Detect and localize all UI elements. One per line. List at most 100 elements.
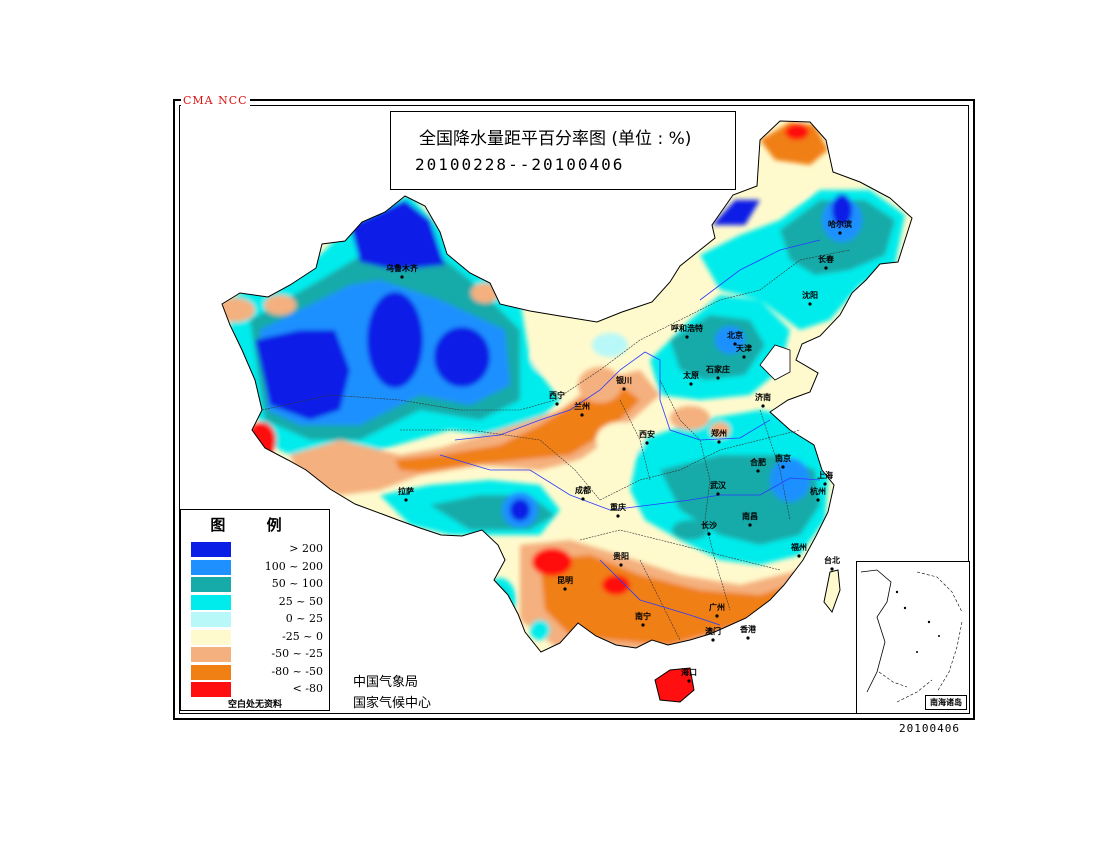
city-dot bbox=[742, 355, 746, 359]
city-label: 广州 bbox=[709, 602, 725, 612]
rivers bbox=[439, 239, 821, 626]
taiwan-island bbox=[823, 569, 841, 614]
city-label: 乌鲁木齐 bbox=[386, 263, 419, 273]
legend-swatch bbox=[191, 664, 231, 680]
city-dot bbox=[555, 402, 559, 406]
city-dot bbox=[823, 482, 827, 486]
city-label: 海口 bbox=[681, 667, 697, 677]
city-label: 西安 bbox=[639, 429, 655, 439]
city-label: 西宁 bbox=[549, 390, 565, 400]
city-dot bbox=[797, 554, 801, 558]
city-marker: 西宁 bbox=[549, 390, 565, 406]
city-dot bbox=[716, 492, 720, 496]
city-dot bbox=[616, 514, 620, 518]
city-label: 长沙 bbox=[701, 520, 717, 530]
city-label: 哈尔滨 bbox=[828, 219, 852, 229]
city-dot bbox=[707, 532, 711, 536]
city-label: 石家庄 bbox=[705, 364, 730, 374]
city-label: 北京 bbox=[727, 330, 743, 340]
city-marker: 北京 bbox=[727, 330, 743, 346]
city-marker: 成都 bbox=[575, 485, 591, 501]
city-marker: 郑州 bbox=[711, 428, 727, 444]
city-label: 贵阳 bbox=[613, 551, 629, 561]
city-marker: 天津 bbox=[736, 343, 752, 359]
city-marker: 香港 bbox=[739, 624, 757, 640]
map-title: 全国降水量距平百分率图 (单位 : %) bbox=[419, 129, 692, 149]
city-label: 上海 bbox=[817, 470, 833, 480]
city-dot bbox=[746, 636, 750, 640]
city-label: 南昌 bbox=[742, 511, 758, 521]
city-dot bbox=[733, 342, 737, 346]
legend-row: 50 ~ 100 bbox=[191, 577, 323, 593]
city-label: 重庆 bbox=[610, 502, 626, 512]
city-marker: 哈尔滨 bbox=[828, 219, 852, 235]
province-boundaries bbox=[261, 249, 851, 641]
city-marker: 重庆 bbox=[610, 502, 626, 518]
city-marker: 长春 bbox=[818, 254, 834, 270]
city-marker: 西安 bbox=[639, 429, 655, 445]
city-dot bbox=[808, 302, 812, 306]
city-label: 杭州 bbox=[810, 486, 826, 496]
city-dot bbox=[838, 231, 842, 235]
city-marker: 武汉 bbox=[710, 480, 727, 496]
city-label: 澳门 bbox=[705, 626, 721, 636]
city-dot bbox=[404, 498, 408, 502]
legend-label: < -80 bbox=[292, 682, 323, 695]
city-label: 呼和浩特 bbox=[671, 323, 703, 333]
legend-label: 50 ~ 100 bbox=[271, 577, 323, 590]
city-marker: 济南 bbox=[755, 392, 771, 408]
city-label: 昆明 bbox=[557, 575, 573, 585]
city-marker: 兰州 bbox=[574, 401, 590, 417]
city-label: 台北 bbox=[824, 555, 840, 565]
credit-cma: 中国气象局 bbox=[353, 675, 419, 690]
city-marker: 贵阳 bbox=[613, 551, 629, 567]
city-marker: 拉萨 bbox=[398, 486, 414, 502]
city-label: 郑州 bbox=[711, 428, 727, 438]
city-dot bbox=[689, 382, 693, 386]
city-dot bbox=[645, 441, 649, 445]
outer-frame bbox=[173, 99, 975, 720]
title-box: 全国降水量距平百分率图 (单位 : %) 20100228--20100406 bbox=[390, 111, 736, 190]
watermark: CMA NCC bbox=[181, 94, 250, 107]
legend-swatch bbox=[191, 594, 231, 610]
city-marker: 福州 bbox=[790, 542, 807, 558]
contour-fill-layer bbox=[222, 121, 912, 652]
legend-label: 25 ~ 50 bbox=[278, 594, 323, 608]
city-marker: 上海 bbox=[817, 470, 833, 486]
city-dot bbox=[685, 335, 689, 339]
legend-swatch bbox=[191, 647, 231, 662]
inset-map bbox=[860, 569, 963, 703]
legend-swatch bbox=[191, 542, 231, 557]
city-marker: 乌鲁木齐 bbox=[386, 263, 419, 279]
footer-date: 20100406 bbox=[899, 722, 960, 735]
city-dot bbox=[748, 523, 752, 527]
city-dot bbox=[622, 387, 626, 391]
city-marker: 南京 bbox=[775, 453, 791, 469]
city-dot bbox=[756, 469, 760, 473]
city-dot bbox=[781, 465, 785, 469]
city-dot bbox=[580, 413, 584, 417]
city-dot bbox=[816, 498, 820, 502]
legend-row: 0 ~ 25 bbox=[191, 612, 323, 628]
city-label: 长春 bbox=[818, 254, 834, 264]
legend-row: < -80 bbox=[191, 682, 323, 698]
city-marker: 银川 bbox=[615, 375, 632, 391]
legend-note: 空白处无资料 bbox=[227, 700, 282, 710]
city-dot bbox=[563, 587, 567, 591]
city-label: 兰州 bbox=[574, 401, 590, 411]
city-label: 成都 bbox=[575, 485, 591, 495]
legend-row: 25 ~ 50 bbox=[191, 594, 323, 611]
city-dot bbox=[581, 497, 585, 501]
city-label: 银川 bbox=[615, 375, 632, 385]
city-marker: 太原 bbox=[682, 370, 699, 386]
legend-swatch bbox=[191, 577, 231, 592]
legend-row: > 200 bbox=[191, 542, 323, 558]
city-dot bbox=[715, 614, 719, 618]
legend-label: 0 ~ 25 bbox=[285, 612, 323, 625]
legend-row: -80 ~ -50 bbox=[191, 664, 323, 681]
city-dot bbox=[830, 567, 834, 571]
city-dot bbox=[716, 376, 720, 380]
city-marker: 澳门 bbox=[705, 626, 721, 642]
